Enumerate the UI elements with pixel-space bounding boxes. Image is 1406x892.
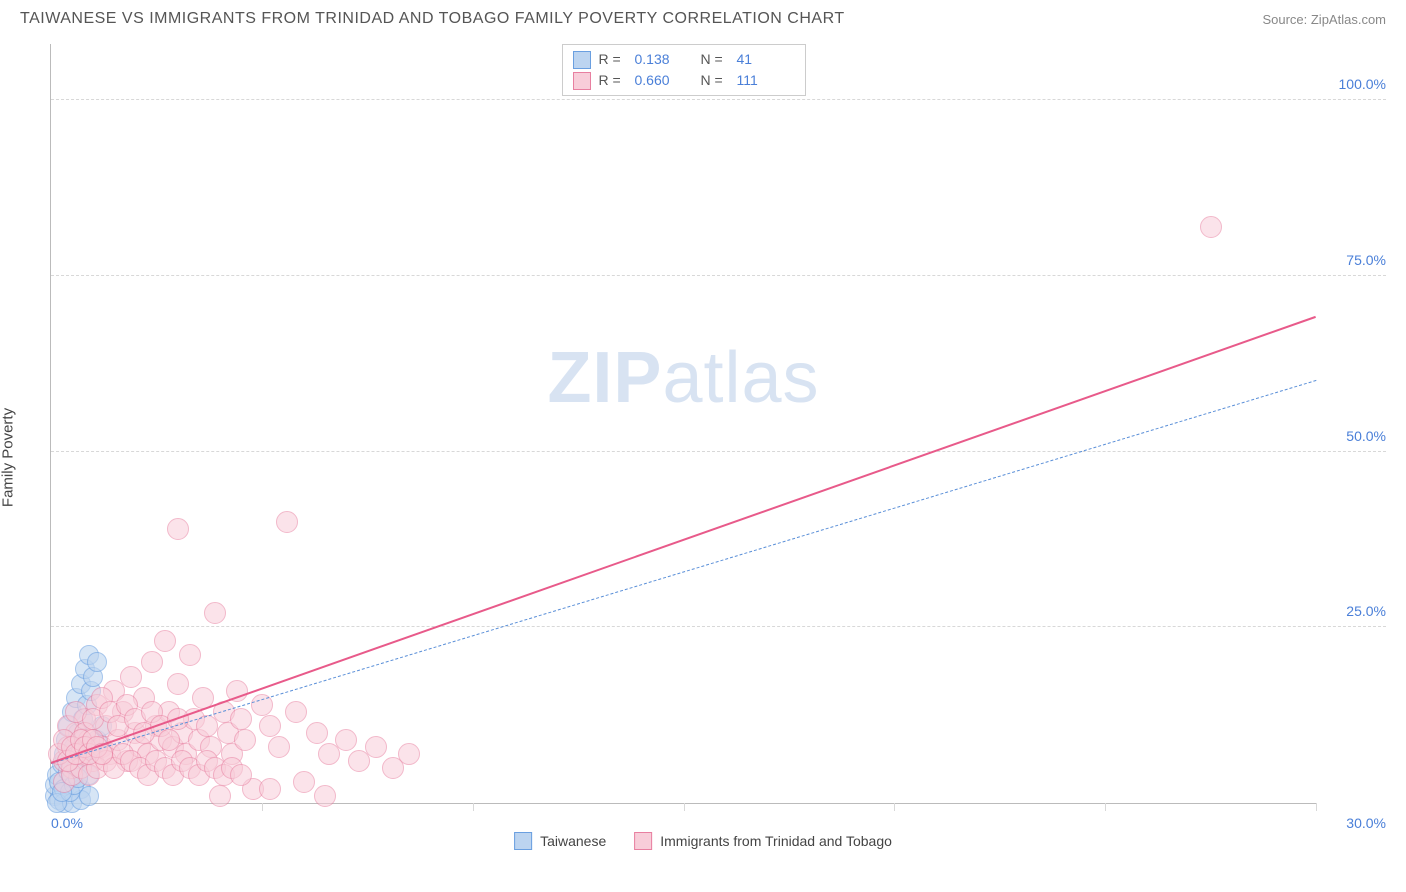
legend-swatch	[573, 51, 591, 69]
legend-n-value: 111	[737, 70, 795, 91]
scatter-point	[141, 651, 163, 673]
legend-stats: R = 0.138 N = 41 R = 0.660 N = 111	[562, 44, 806, 96]
scatter-point	[154, 630, 176, 652]
legend-stat-row: R = 0.660 N = 111	[573, 70, 795, 91]
chart-title: TAIWANESE VS IMMIGRANTS FROM TRINIDAD AN…	[20, 10, 845, 28]
chart-container: Family Poverty ZIPatlas R =0.138N =41R =…	[0, 34, 1406, 864]
legend-series-label: Taiwanese	[540, 833, 606, 849]
legend-swatch	[573, 72, 591, 90]
gridline-v	[1105, 803, 1106, 811]
scatter-point	[365, 736, 387, 758]
scatter-point	[167, 518, 189, 540]
scatter-point	[179, 644, 201, 666]
scatter-point	[259, 778, 281, 800]
scatter-point	[335, 729, 357, 751]
scatter-point	[204, 602, 226, 624]
x-tick-label: 0.0%	[51, 815, 83, 831]
gridline-h	[51, 451, 1386, 452]
scatter-point	[230, 708, 252, 730]
legend-stat-row: R = 0.138 N = 41	[573, 49, 795, 70]
legend-r-value: 0.660	[635, 70, 693, 91]
scatter-point	[230, 764, 252, 786]
scatter-point	[234, 729, 256, 751]
y-axis-label: Family Poverty	[0, 408, 17, 507]
gridline-v	[473, 803, 474, 811]
legend-r-value: 0.138	[635, 49, 693, 70]
y-tick-label: 75.0%	[1326, 252, 1386, 268]
scatter-point	[293, 771, 315, 793]
legend-series-item: Immigrants from Trinidad and Tobago	[634, 832, 892, 850]
legend-n-value: 41	[737, 49, 795, 70]
y-tick-label: 25.0%	[1326, 603, 1386, 619]
scatter-point	[1200, 216, 1222, 238]
legend-series-item: Taiwanese	[514, 832, 606, 850]
scatter-point	[158, 729, 180, 751]
scatter-point	[268, 736, 290, 758]
legend-n-label: N =	[701, 49, 729, 70]
scatter-point	[167, 673, 189, 695]
legend-series-label: Immigrants from Trinidad and Tobago	[660, 833, 892, 849]
y-tick-label: 100.0%	[1326, 76, 1386, 92]
scatter-point	[314, 785, 336, 807]
gridline-v	[262, 803, 263, 811]
scatter-point	[209, 785, 231, 807]
scatter-point	[120, 666, 142, 688]
gridline-v	[684, 803, 685, 811]
scatter-point	[306, 722, 328, 744]
gridline-h	[51, 275, 1386, 276]
x-tick-label: 30.0%	[1346, 815, 1386, 831]
gridline-h	[51, 626, 1386, 627]
legend-r-label: R =	[599, 49, 627, 70]
source-label: Source: ZipAtlas.com	[1262, 12, 1386, 27]
scatter-point	[398, 743, 420, 765]
legend-swatch	[514, 832, 532, 850]
scatter-point	[259, 715, 281, 737]
legend-n-label: N =	[701, 70, 729, 91]
legend-swatch	[634, 832, 652, 850]
gridline-h	[51, 99, 1386, 100]
scatter-point	[285, 701, 307, 723]
legend-r-label: R =	[599, 70, 627, 91]
trend-line	[51, 316, 1317, 764]
y-tick-label: 50.0%	[1326, 428, 1386, 444]
gridline-v	[894, 803, 895, 811]
scatter-point	[87, 652, 107, 672]
plot-area: ZIPatlas R =0.138N =41R =0.660N =111 25.…	[50, 44, 1316, 804]
scatter-point	[276, 511, 298, 533]
legend-series: Taiwanese Immigrants from Trinidad and To…	[514, 832, 892, 850]
watermark: ZIPatlas	[547, 337, 819, 419]
gridline-v	[1316, 803, 1317, 811]
